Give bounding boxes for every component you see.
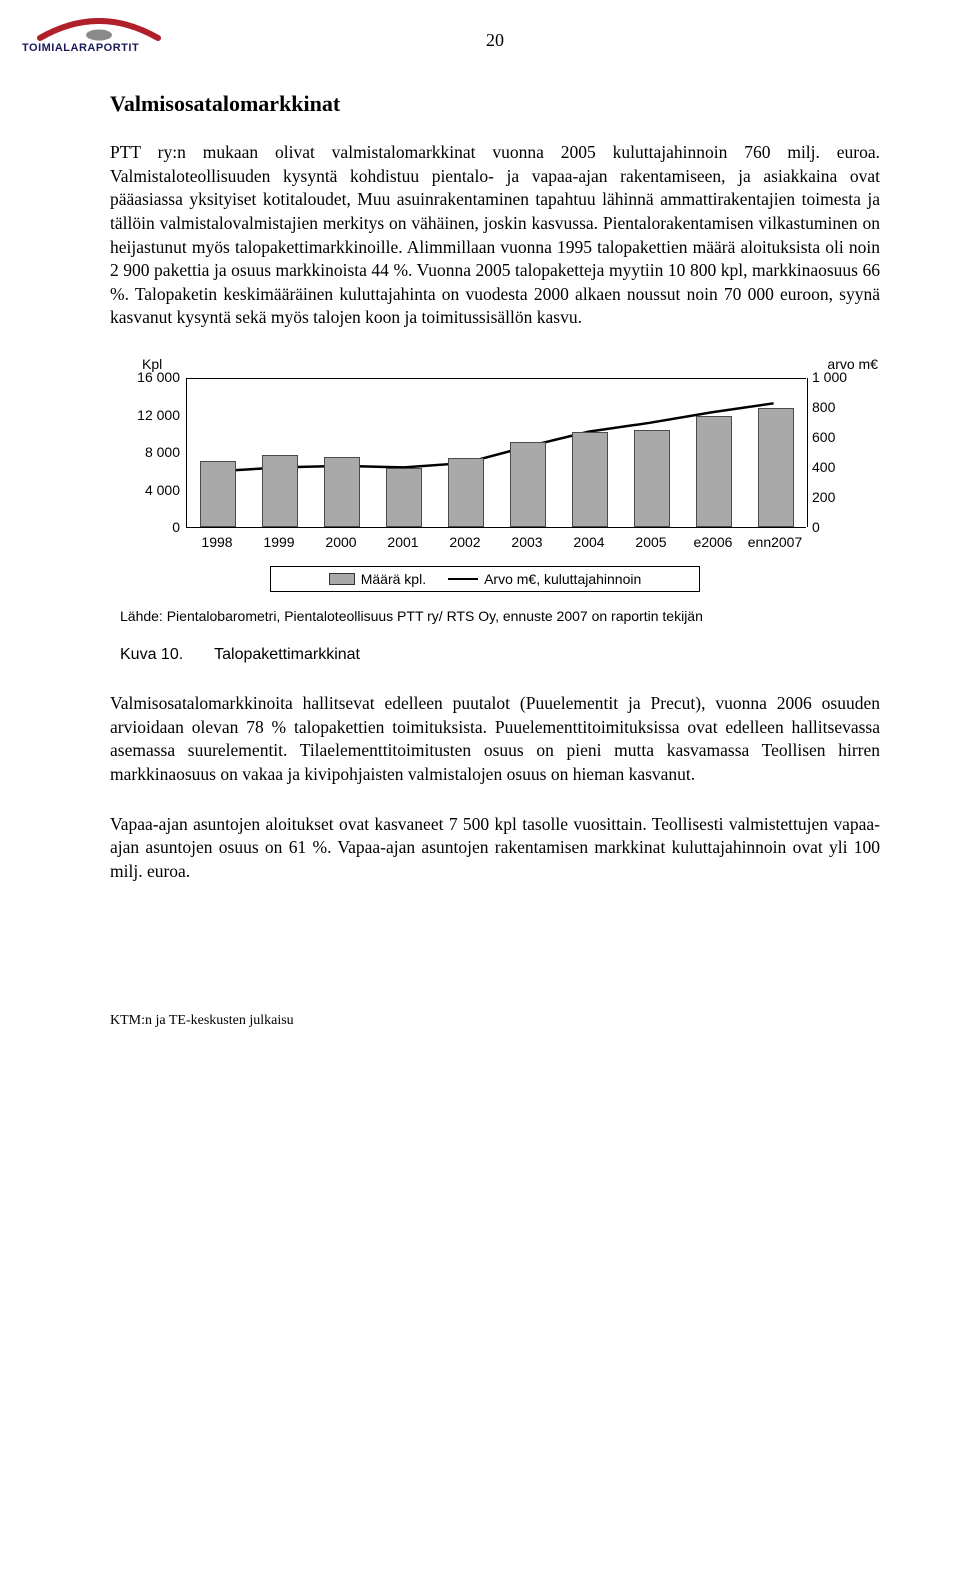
legend-bar-label: Määrä kpl. (361, 571, 426, 587)
x-tick: e2006 (694, 534, 733, 550)
chart-caption-text: Talopakettimarkkinat (214, 646, 360, 663)
legend-bar-swatch-icon (329, 573, 355, 585)
chart-caption-label: Kuva 10. (120, 646, 210, 664)
chart-container: Kpl arvo m€ Määrä kpl. Arvo m€, kuluttaj… (120, 360, 880, 590)
y-tick-left: 4 000 (124, 482, 180, 498)
section-heading: Valmisosatalomarkkinat (110, 91, 880, 117)
y-tick-left: 8 000 (124, 444, 180, 460)
chart-bar (200, 461, 236, 527)
legend-line-label: Arvo m€, kuluttajahinnoin (484, 571, 641, 587)
chart-bar (510, 442, 546, 527)
page-number: 20 (110, 30, 880, 51)
chart-bar (324, 457, 360, 527)
paragraph-3: Vapaa-ajan asuntojen aloitukset ovat kas… (110, 813, 880, 884)
chart-caption: Kuva 10. Talopakettimarkkinat (120, 646, 880, 664)
x-tick: 1999 (263, 534, 294, 550)
legend-item-bar: Määrä kpl. (329, 571, 426, 587)
x-tick: 2001 (387, 534, 418, 550)
y-tick-left: 12 000 (124, 407, 180, 423)
y-tick-right: 0 (812, 519, 868, 535)
chart-bar (634, 430, 670, 527)
paragraph-1: PTT ry:n mukaan olivat valmistalomarkkin… (110, 141, 880, 330)
x-tick: 2000 (325, 534, 356, 550)
y-tick-right: 1 000 (812, 369, 868, 385)
legend-line-icon (448, 578, 478, 580)
x-tick: 1998 (201, 534, 232, 550)
x-tick: 2005 (635, 534, 666, 550)
x-tick: 2004 (573, 534, 604, 550)
logo-arc-icon (34, 18, 164, 44)
y-tick-right: 600 (812, 429, 868, 445)
paragraph-2: Valmisosatalomarkkinoita hallitsevat ede… (110, 692, 880, 787)
legend-item-line: Arvo m€, kuluttajahinnoin (448, 571, 641, 587)
chart-bar (448, 458, 484, 527)
x-tick: 2002 (449, 534, 480, 550)
y-tick-right: 800 (812, 399, 868, 415)
x-tick: enn2007 (748, 534, 803, 550)
x-tick: 2003 (511, 534, 542, 550)
chart-bar (758, 408, 794, 527)
brand-logo: TOIMIALARAPORTIT (22, 18, 182, 54)
chart-bar (696, 416, 732, 527)
chart-bar (572, 432, 608, 527)
chart-source: Lähde: Pientalobarometri, Pientaloteolli… (120, 608, 880, 624)
chart-legend: Määrä kpl. Arvo m€, kuluttajahinnoin (270, 566, 700, 592)
talopaketti-chart: Kpl arvo m€ Määrä kpl. Arvo m€, kuluttaj… (120, 360, 860, 590)
y-tick-right: 400 (812, 459, 868, 475)
y-tick-left: 0 (124, 519, 180, 535)
y-tick-right: 200 (812, 489, 868, 505)
chart-bar (262, 455, 298, 527)
footer-text: KTM:n ja TE-keskusten julkaisu (110, 1013, 880, 1029)
chart-bar (386, 468, 422, 527)
y-tick-left: 16 000 (124, 369, 180, 385)
chart-plot-area (186, 378, 806, 528)
